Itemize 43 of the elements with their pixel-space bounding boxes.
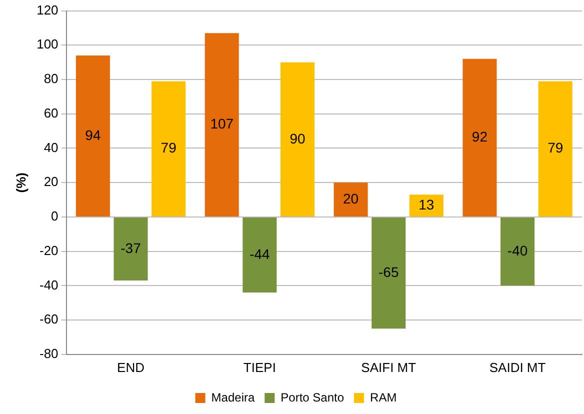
bar	[334, 182, 368, 216]
data-label: 79	[160, 140, 177, 156]
x-tick-label: TIEPI	[243, 360, 276, 375]
data-label: 20	[343, 190, 359, 206]
y-tick-label: 0	[51, 208, 58, 224]
y-tick-label: 20	[44, 174, 58, 190]
bar	[409, 194, 444, 216]
data-label: 94	[85, 126, 101, 143]
bar	[242, 217, 277, 293]
y-axis-title: (%)	[13, 172, 28, 193]
data-label: 92	[472, 128, 488, 145]
y-tick-label: 60	[44, 105, 58, 120]
data-label: 13	[418, 196, 434, 212]
data-label: -40	[507, 242, 528, 258]
bar	[500, 217, 535, 286]
legend-label: Porto Santo	[280, 390, 344, 404]
bar	[114, 217, 148, 281]
bar	[204, 33, 239, 216]
data-label: 79	[548, 140, 564, 156]
data-label: -37	[120, 240, 142, 256]
legend-label: RAM	[370, 390, 397, 404]
bar	[152, 81, 186, 216]
y-tick-label: 40	[44, 140, 58, 155]
x-tick-label: END	[117, 360, 144, 375]
y-tick-label: -20	[39, 242, 58, 258]
y-tick-label: -80	[39, 346, 58, 361]
x-tick-label: SAIDI MT	[489, 360, 546, 375]
legend-label: Madeira	[211, 390, 255, 404]
data-label: 107	[210, 116, 234, 132]
y-tick-label: 80	[44, 71, 58, 86]
y-tick-label: -40	[39, 277, 58, 292]
y-tick-label: -60	[39, 312, 58, 327]
data-label: -44	[250, 246, 270, 262]
data-label: -65	[378, 264, 399, 280]
bar	[76, 55, 110, 216]
bar	[280, 62, 315, 216]
x-tick-label: SAIFI MT	[361, 360, 416, 375]
bar	[372, 217, 406, 329]
bar	[538, 81, 572, 216]
y-tick-label: 120	[36, 2, 58, 18]
data-label: 90	[290, 130, 306, 146]
bar	[462, 58, 497, 216]
y-tick-label: 100	[36, 36, 58, 52]
